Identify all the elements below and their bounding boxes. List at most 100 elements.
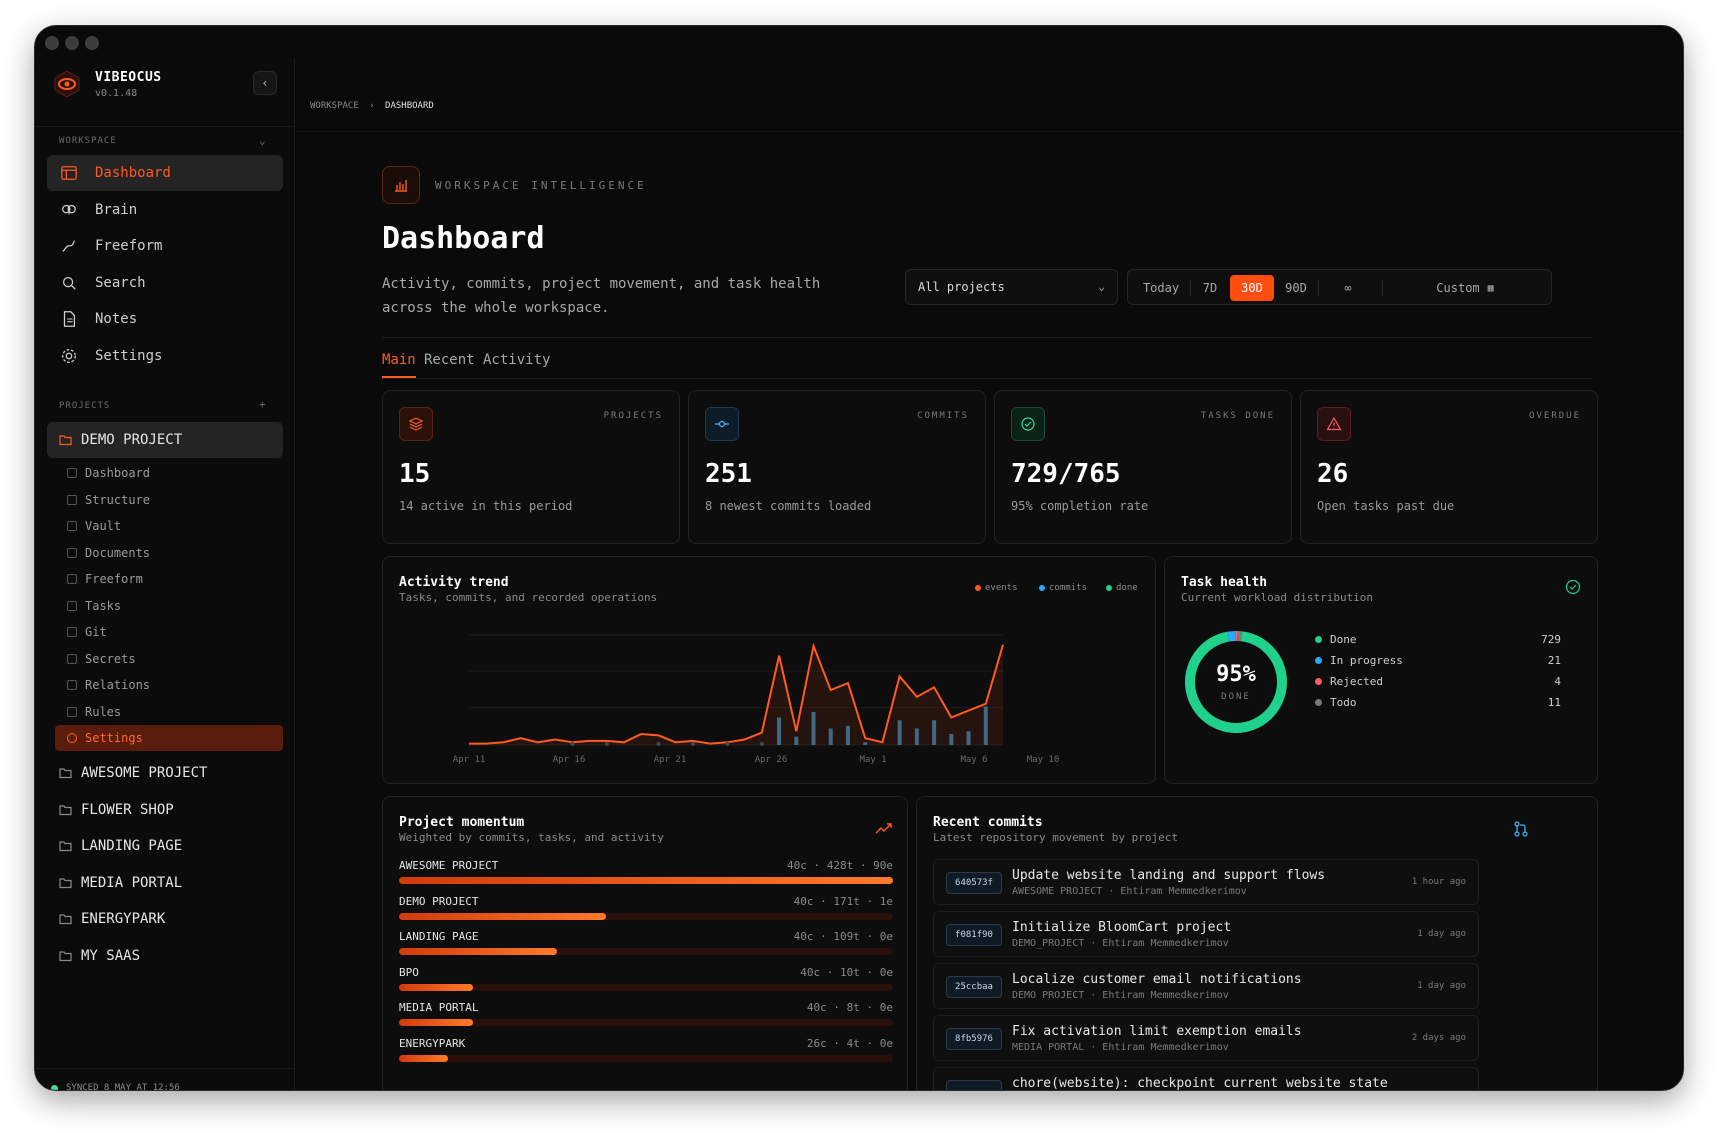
momentum-bar-fill: [399, 912, 607, 920]
project-item[interactable]: ENERGYPARK: [47, 901, 283, 937]
stat-card-overdue[interactable]: OVERDUE 26 Open tasks past due: [1300, 390, 1598, 544]
notes-icon: [59, 309, 79, 329]
x-tick-label: May 1: [859, 755, 886, 765]
project-subnav-dashboard[interactable]: Dashboard: [55, 460, 283, 486]
project-subnav-git[interactable]: Git: [55, 619, 283, 645]
project-filter-select[interactable]: All projects ⌄: [905, 269, 1118, 305]
sidebar-item-brain[interactable]: Brain: [47, 192, 283, 228]
project-subnav-documents[interactable]: Documents: [55, 540, 283, 566]
project-subnav-structure[interactable]: Structure: [55, 487, 283, 513]
commit-hash-badge[interactable]: 8fb5976: [946, 1028, 1002, 1050]
project-filter-value: All projects: [918, 280, 1005, 294]
donut-segment-in-progress: [1185, 631, 1287, 733]
git-pull-request-icon[interactable]: [1513, 821, 1529, 837]
health-count: 21: [1547, 654, 1561, 667]
project-item[interactable]: MEDIA PORTAL: [47, 865, 283, 901]
commit-icon: [705, 407, 739, 441]
health-item-in-progress: In progress 21: [1315, 654, 1561, 667]
stat-label: COMMITS: [917, 411, 969, 421]
range-90d-button[interactable]: 90D: [1285, 281, 1307, 295]
project-subnav-rules[interactable]: Rules: [55, 699, 283, 725]
done-point: [656, 742, 661, 746]
commit-hash-badge[interactable]: f081f90: [946, 924, 1002, 946]
commit-row[interactable]: chore(website): checkpoint current websi…: [933, 1067, 1479, 1090]
project-subnav-label: Documents: [85, 545, 151, 560]
range-today-button[interactable]: Today: [1142, 281, 1180, 295]
commit-row[interactable]: f081f90 Initialize BloomCart project DEMO_…: [933, 911, 1479, 957]
sidebar-item-freeform[interactable]: Freeform: [47, 228, 283, 264]
sidebar-item-dashboard[interactable]: Dashboard: [47, 155, 283, 191]
project-subnav-settings[interactable]: Settings: [55, 725, 283, 751]
stat-card-commits[interactable]: COMMITS 251 8 newest commits loaded: [688, 390, 986, 544]
sidebar-item-settings[interactable]: Settings: [47, 338, 283, 374]
project-subnav-tasks[interactable]: Tasks: [55, 593, 283, 619]
git-icon: [67, 627, 77, 637]
momentum-row[interactable]: ENERGYPARK 26c · 4t · 0e: [399, 1037, 893, 1065]
health-label: Done: [1330, 633, 1357, 646]
project-item[interactable]: MY SAAS: [47, 938, 283, 974]
freeform-icon: [59, 236, 79, 256]
momentum-stats: 40c · 8t · 0e: [806, 1001, 893, 1014]
commit-hash-badge[interactable]: 640573f: [946, 872, 1002, 894]
momentum-stats: 40c · 109t · 0e: [793, 930, 893, 943]
project-subnav-label: Freeform: [85, 572, 143, 586]
momentum-row[interactable]: AWESOME PROJECT 40c · 428t · 90e: [399, 859, 893, 887]
momentum-row[interactable]: MEDIA PORTAL 40c · 8t · 0e: [399, 1001, 893, 1029]
minimize-window-button[interactable]: [65, 36, 79, 50]
documents-icon: [67, 547, 77, 558]
close-window-button[interactable]: [45, 36, 59, 50]
card-title: Activity trend: [399, 575, 509, 590]
commit-hash-badge[interactable]: [946, 1080, 1002, 1090]
range-30d-button[interactable]: 30D: [1230, 275, 1274, 301]
projects-section-label: PROJECTS: [59, 401, 111, 411]
stat-card-projects[interactable]: PROJECTS 15 14 active in this period: [382, 390, 680, 544]
done-point: [759, 742, 764, 746]
sidebar-item-label: Freeform: [95, 238, 163, 254]
commit-row[interactable]: 25ccbaa Localize customer email notificat…: [933, 963, 1479, 1009]
breadcrumb-root[interactable]: WORKSPACE: [310, 101, 359, 111]
range-all-button[interactable]: ∞: [1344, 281, 1352, 295]
project-item-active[interactable]: DEMO PROJECT: [47, 422, 283, 458]
commit-row[interactable]: 8fb5976 Fix activation limit exemption em…: [933, 1015, 1479, 1061]
sidebar-item-search[interactable]: Search: [47, 265, 283, 301]
momentum-row[interactable]: DEMO PROJECT 40c · 171t · 1e: [399, 895, 893, 923]
done-point: [604, 742, 609, 746]
momentum-row[interactable]: BPO 40c · 10t · 0e: [399, 966, 893, 994]
x-tick-label: Apr 21: [654, 755, 687, 765]
project-subnav-relations[interactable]: Relations: [55, 672, 283, 698]
commit-hash-badge[interactable]: 25ccbaa: [946, 976, 1002, 998]
momentum-bar-track: [399, 877, 893, 884]
sidebar-item-notes[interactable]: Notes: [47, 301, 283, 337]
momentum-project-name: MEDIA PORTAL: [399, 1001, 479, 1014]
collapse-sidebar-button[interactable]: ‹: [253, 71, 277, 95]
stat-card-tasks-done[interactable]: TASKS DONE 729/765 95% completion rate: [994, 390, 1292, 544]
momentum-project-name: DEMO PROJECT: [399, 894, 479, 908]
project-subnav-secrets[interactable]: Secrets: [55, 646, 283, 672]
stat-subtitle: 8 newest commits loaded: [705, 499, 872, 513]
add-project-icon[interactable]: +: [259, 398, 266, 411]
commit-bar: [811, 712, 816, 745]
page-title: Dashboard: [382, 221, 545, 256]
maximize-window-button[interactable]: [85, 36, 99, 50]
task-health-card: Task health Current workload distributio…: [1164, 556, 1598, 784]
tab-recent-activity[interactable]: Recent Activity: [424, 352, 551, 368]
project-subnav-freeform[interactable]: Freeform: [55, 566, 283, 592]
breadcrumb-separator-icon: ›: [369, 101, 375, 111]
project-subnav-vault[interactable]: Vault: [55, 513, 283, 539]
range-custom-button[interactable]: Custom ▦: [1390, 275, 1540, 301]
project-item[interactable]: FLOWER SHOP: [47, 792, 283, 828]
range-7d-button[interactable]: 7D: [1202, 281, 1218, 295]
project-name: FLOWER SHOP: [81, 801, 174, 818]
sidebar-item-label: Notes: [95, 311, 138, 327]
health-count: 11: [1547, 696, 1561, 709]
tab-main[interactable]: Main: [382, 352, 416, 368]
momentum-row[interactable]: LANDING PAGE 40c · 109t · 0e: [399, 930, 893, 958]
commit-time: 1 day ago: [1417, 981, 1466, 991]
project-item[interactable]: LANDING PAGE: [47, 828, 283, 864]
events-area: [469, 644, 1003, 745]
chevron-down-icon[interactable]: ⌄: [259, 134, 266, 147]
project-item[interactable]: AWESOME PROJECT: [47, 755, 283, 791]
project-name: LANDING PAGE: [81, 838, 183, 854]
stat-value: 26: [1317, 459, 1349, 489]
commit-row[interactable]: 640573f Update website landing and suppor…: [933, 859, 1479, 905]
